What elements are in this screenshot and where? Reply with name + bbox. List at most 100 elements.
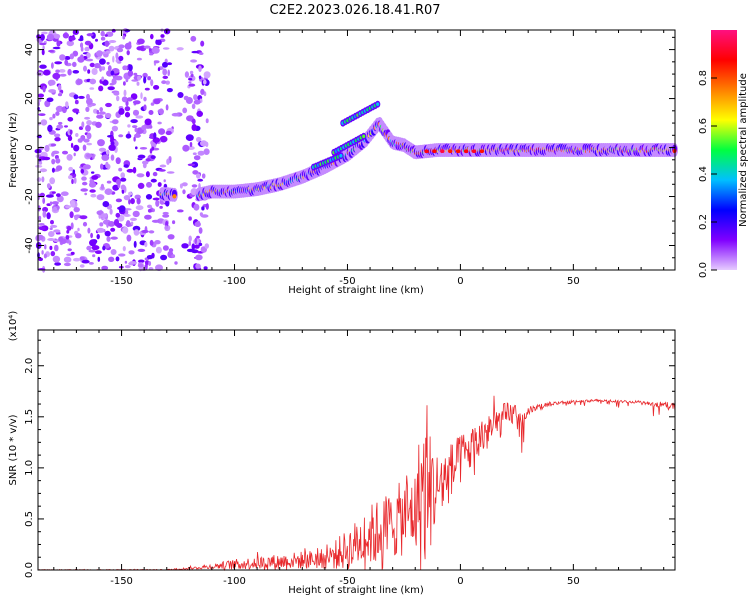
spectrogram-noise-cell: [136, 81, 140, 86]
spectrogram-noise-cell: [187, 163, 196, 167]
spectrogram-noise-cell: [46, 212, 51, 220]
spectrogram-noise-cell: [115, 52, 119, 60]
spectrogram-noise-cell: [198, 52, 204, 55]
spectrogram-noise-cell: [106, 61, 110, 65]
spectrogram-noise-cell: [148, 230, 155, 234]
spectrogram-noise-cell: [81, 259, 90, 264]
spectrogram-noise-cell: [92, 254, 96, 258]
spectrogram-noise-cell: [123, 81, 126, 86]
spectrogram-noise-cell: [110, 70, 115, 76]
snr-y-tick-label: 0.5: [24, 511, 35, 527]
spectrogram-noise-cell: [155, 246, 162, 254]
spectrogram-noise-cell: [153, 98, 161, 105]
spectrogram-noise-cell: [148, 48, 152, 51]
spectrogram-noise-cell: [100, 30, 105, 37]
spectrogram-noise-cell: [56, 40, 61, 47]
spectrogram-noise-cell: [90, 193, 97, 198]
spectrogram-noise-cell: [159, 164, 167, 168]
spectrogram-noise-cell: [126, 220, 131, 228]
spectrogram-noise-cell: [76, 78, 83, 85]
spectrogram-noise-cell: [120, 177, 127, 182]
spectrogram-noise-cell: [102, 201, 110, 208]
spectrogram-noise-cell: [75, 233, 82, 239]
spectrogram-noise-cell: [48, 89, 56, 93]
spectrogram-noise-cell: [68, 36, 76, 41]
spectrogram-noise-cell: [110, 154, 115, 161]
spectrogram-noise-cell: [52, 206, 58, 212]
spectrogram-noise-cell: [45, 194, 54, 198]
spectrogram-peak-cell: [455, 149, 461, 153]
spectrogram-noise-cell: [50, 143, 57, 147]
spectrogram-noise-cell: [122, 65, 128, 71]
spectrogram-noise-cell: [144, 118, 152, 126]
spectrogram-noise-cell: [87, 227, 91, 234]
spectrogram-noise-cell: [143, 45, 151, 49]
spectrogram-noise-cell: [140, 92, 143, 100]
spectrogram-noise-cell: [86, 120, 92, 126]
spectrogram-noise-cell: [108, 45, 115, 52]
spectrogram-noise-cell: [70, 222, 74, 230]
spectrogram-ticks: -150 -100 -50 0 50 -40 -20 0 20 40: [24, 30, 675, 287]
spectrogram-noise-cell: [136, 46, 144, 51]
spectrogram-noise-cell: [70, 200, 76, 208]
spectrogram-noise-cell: [205, 141, 209, 148]
spectrogram-noise-cell: [108, 40, 117, 43]
spectrogram-noise-cell: [204, 243, 209, 249]
spectrogram-noise-cell: [69, 211, 74, 219]
spectrogram-noise-cell: [96, 114, 104, 119]
snr-y-multiplier: (x10⁴): [8, 311, 19, 342]
spectrogram-noise-cell: [132, 109, 140, 116]
spectrogram-noise-cell: [158, 128, 166, 135]
spectrogram-noise-cell: [188, 81, 192, 84]
spectrogram-noise-cell: [67, 117, 74, 122]
spectrogram-noise-cell: [96, 50, 103, 57]
spectrogram-noise-cell: [54, 244, 59, 252]
spectrogram-noise-cell: [200, 88, 205, 95]
spectrogram-noise-cell: [80, 42, 84, 48]
spectrogram-noise-cell: [142, 160, 149, 165]
spectrogram-noise-cell: [78, 95, 85, 99]
spectrogram-noise-cell: [188, 235, 192, 242]
spectrogram-noise-cell: [194, 244, 200, 249]
spectrogram-noise-cell: [41, 250, 44, 255]
spectrogram-noise-cell: [62, 150, 68, 155]
spectrogram-noise-cell: [137, 38, 145, 45]
spectrogram-noise-cell: [83, 138, 90, 143]
spectrogram-noise-cell: [54, 137, 61, 142]
spectrogram-noise-cell: [82, 164, 91, 170]
spectrogram-noise-cell: [95, 121, 102, 128]
spectrogram-noise-cell: [82, 181, 88, 186]
spectrogram-noise-cell: [79, 256, 85, 261]
spectrogram-noise-cell: [112, 184, 120, 191]
spectrogram-noise-cell: [113, 91, 120, 96]
snr-y-tick-label: 0.0: [24, 562, 35, 578]
spectrogram-peak-cell: [463, 149, 469, 153]
spectrogram-noise-cell: [155, 199, 160, 207]
spectrogram-noise-cell: [108, 144, 116, 151]
colorbar-tick-label: 0.2: [698, 214, 709, 230]
spectrogram-x-tick-label: 0: [457, 276, 463, 287]
spectrogram-noise-cell: [109, 208, 113, 215]
spectrogram-noise-cell: [42, 197, 46, 204]
spectrogram-noise-cell: [196, 110, 203, 117]
spectrogram-noise-cell: [163, 179, 166, 183]
spectrogram-noise-cell: [41, 31, 48, 35]
spectrogram-noise-cell: [50, 224, 58, 228]
spectrogram-noise-cell: [104, 40, 110, 47]
spectrogram-noise-cell: [49, 117, 53, 121]
spectrogram-noise-cell: [40, 119, 48, 126]
spectrogram-noise-cell: [80, 168, 85, 174]
spectrogram-noise-cell: [69, 53, 75, 60]
spectrogram-axes-frame: [37, 29, 676, 271]
spectrogram-noise-cell: [80, 188, 88, 192]
spectrogram-noise-cell: [130, 221, 134, 226]
spectrogram-noise-cell: [72, 50, 79, 57]
spectrogram-noise-cell: [128, 199, 131, 205]
spectrogram-ridge-cell: [172, 194, 177, 199]
spectrogram-noise-cell: [86, 245, 92, 251]
spectrogram-noise-cell: [77, 227, 80, 232]
spectrogram-noise-cell: [116, 47, 124, 53]
spectrogram-noise-cell: [120, 172, 125, 179]
spectrogram-noise-cell: [112, 55, 115, 63]
spectrogram-noise-cell: [126, 234, 132, 242]
